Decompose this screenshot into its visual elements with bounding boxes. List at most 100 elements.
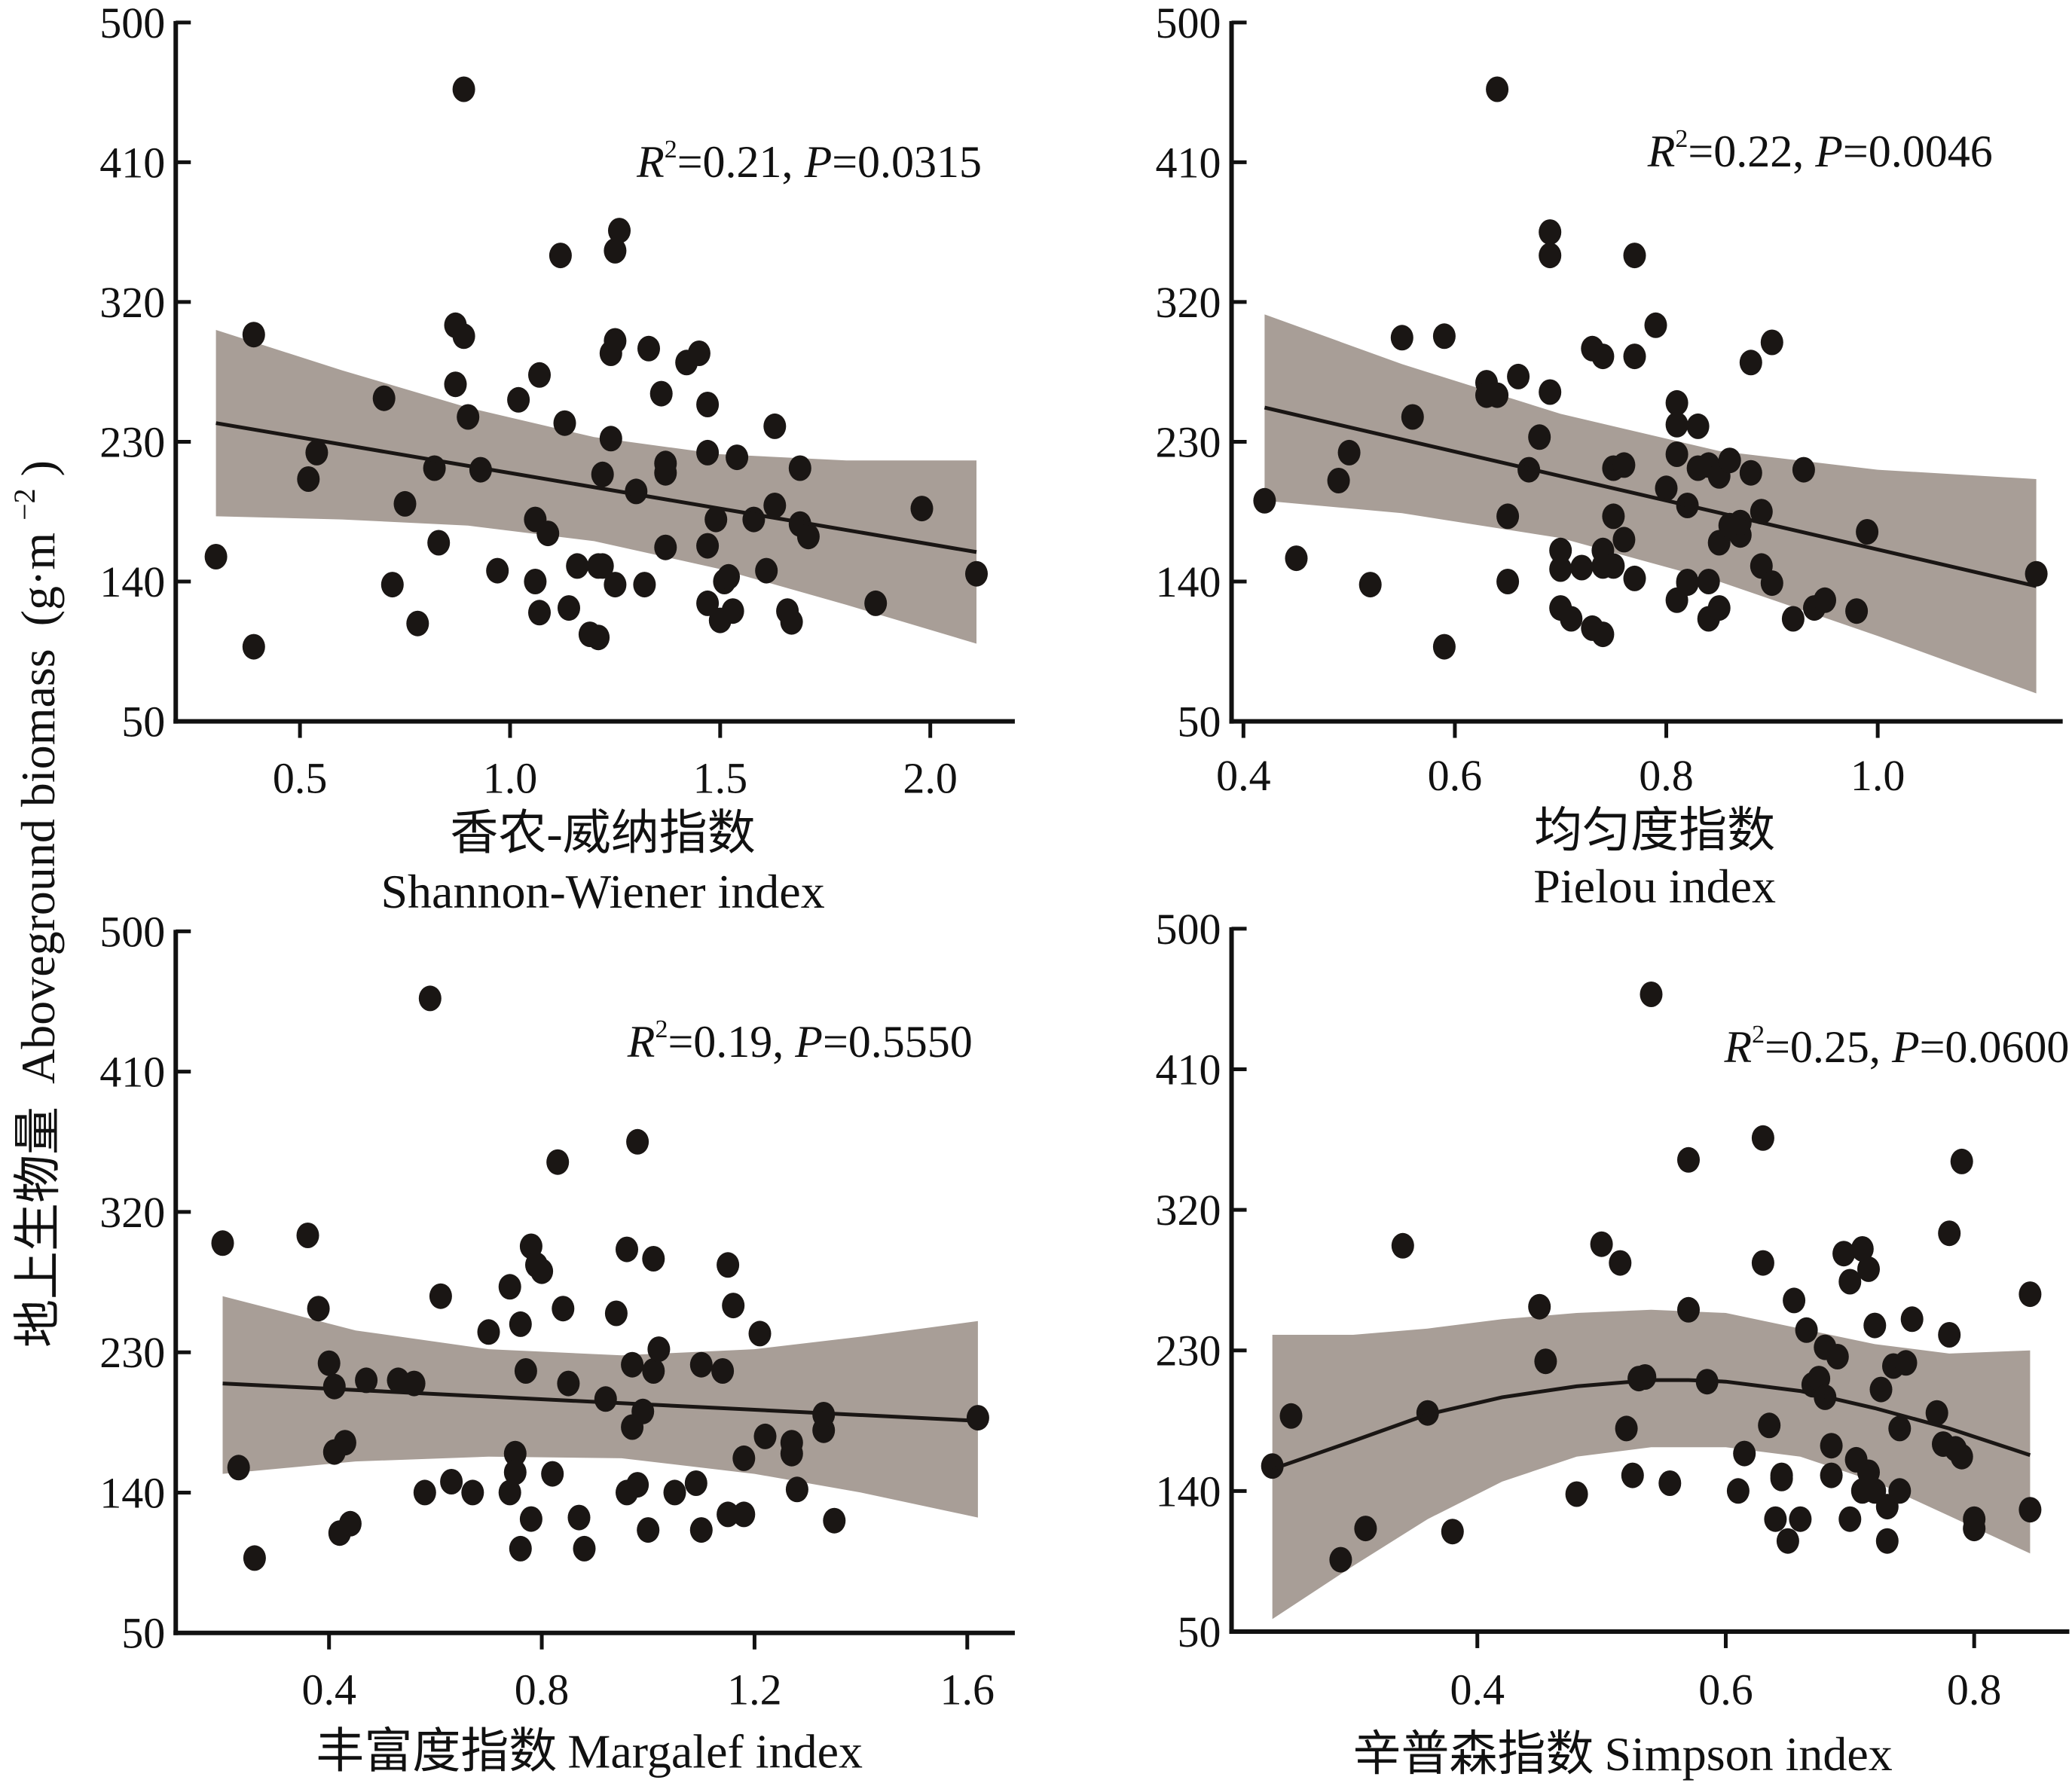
data-point <box>604 237 627 264</box>
data-point <box>573 1535 596 1562</box>
data-point <box>1570 554 1594 581</box>
data-point <box>514 1358 537 1384</box>
r-label: R <box>1647 127 1676 176</box>
data-point <box>1938 1322 1961 1348</box>
data-point <box>1358 572 1382 598</box>
data-point <box>528 362 551 388</box>
x-tick-label: 1.0 <box>1850 751 1905 800</box>
r-superscript: 2 <box>1675 125 1688 153</box>
data-point <box>637 1517 660 1543</box>
data-point <box>1776 1528 1799 1554</box>
data-point <box>732 1501 756 1528</box>
data-point <box>796 524 820 550</box>
data-point <box>402 1370 426 1397</box>
data-point <box>753 1423 777 1449</box>
data-point <box>1820 1462 1843 1488</box>
data-point <box>587 624 610 651</box>
x-tick-label: 1.6 <box>940 1665 995 1714</box>
data-point <box>322 1373 346 1400</box>
data-point <box>1850 1236 1874 1262</box>
x-tick-label: 0.6 <box>1428 751 1483 800</box>
data-point <box>549 243 572 269</box>
p-value: =0.5550 <box>823 1017 973 1067</box>
stats-annotation: R2=0.25, P=0.0600 <box>1723 1021 2069 1072</box>
data-point <box>1863 1312 1887 1339</box>
data-point <box>742 506 766 533</box>
data-point <box>1528 1293 1551 1320</box>
data-point <box>541 1461 564 1487</box>
p-label: P <box>794 1017 823 1067</box>
x-tick-label: 1.0 <box>483 753 538 802</box>
data-point <box>1354 1516 1377 1542</box>
y-axis-title-unit-sup: −2 <box>8 488 41 521</box>
y-tick-label: 230 <box>1156 417 1221 466</box>
stats-annotation: R2=0.19, P=0.5550 <box>627 1015 973 1067</box>
data-point <box>1677 1296 1700 1323</box>
data-point <box>211 1230 234 1256</box>
data-point <box>1623 565 1646 591</box>
data-point <box>1665 441 1688 467</box>
data-point <box>1390 325 1413 351</box>
y-tick-label: 320 <box>99 278 165 327</box>
data-point <box>1832 1241 1856 1267</box>
data-point <box>1894 1350 1918 1376</box>
x-axis-title-cn: 丰富度指数 <box>316 1725 557 1778</box>
data-point <box>1621 1462 1644 1488</box>
data-point <box>1432 323 1456 350</box>
x-tick-label: 0.5 <box>273 753 328 802</box>
data-point <box>1615 1415 1638 1442</box>
data-point <box>317 1350 341 1376</box>
data-point <box>965 560 988 587</box>
y-tick-label: 140 <box>99 1468 165 1517</box>
p-label: P <box>804 137 833 187</box>
data-point <box>1814 587 1836 613</box>
data-point <box>1707 595 1731 621</box>
data-point <box>406 610 429 637</box>
data-point <box>1507 363 1530 389</box>
x-axis-title: 丰富度指数 Margalef index <box>316 1725 863 1778</box>
y-tick-label: 500 <box>1156 905 1221 954</box>
data-point <box>1718 447 1741 474</box>
data-point <box>642 1246 665 1272</box>
data-point <box>1820 1433 1843 1459</box>
data-point <box>477 1319 500 1345</box>
data-point <box>530 1258 554 1284</box>
data-point <box>704 506 728 533</box>
data-point <box>654 450 677 477</box>
x-axis-title-en: Margalef index <box>567 1725 863 1778</box>
data-point <box>599 426 622 452</box>
data-point <box>626 1472 649 1498</box>
data-point <box>748 1320 772 1347</box>
data-point <box>1760 570 1783 597</box>
panel-simpson: 50 140 230 320 410 500 0.4 0.6 0.8 辛普森指数 Simpson i… <box>1156 905 2070 1781</box>
data-point <box>524 569 547 594</box>
data-point <box>785 1476 808 1503</box>
r-superscript: 2 <box>665 136 677 163</box>
data-point <box>1770 1465 1793 1491</box>
data-point <box>1795 1317 1818 1343</box>
data-point <box>461 1479 484 1506</box>
data-point <box>1739 350 1762 376</box>
data-point <box>722 1293 745 1319</box>
data-point <box>1733 1440 1756 1467</box>
r-label: R <box>636 137 665 187</box>
data-point <box>2019 1281 2042 1308</box>
data-point <box>717 1252 740 1278</box>
data-point <box>1609 1250 1632 1276</box>
data-point <box>684 1470 707 1496</box>
data-point <box>591 461 614 487</box>
y-tick-label: 50 <box>1178 698 1221 746</box>
data-point <box>1677 1146 1700 1173</box>
data-point <box>242 322 265 348</box>
data-point <box>1565 1481 1588 1507</box>
y-axis-title-en: Aboveground biomass <box>11 649 65 1084</box>
fit-line <box>1271 1378 2031 1471</box>
data-point <box>621 1351 644 1378</box>
data-point <box>1644 312 1667 338</box>
data-point <box>1539 379 1562 405</box>
panel-pielou: 50 140 230 320 410 500 0.4 0.6 0.8 1.0 均匀度指数Pielou… <box>1156 0 2063 913</box>
y-tick-label: 140 <box>1156 557 1221 606</box>
data-point <box>452 76 475 102</box>
data-point <box>546 1149 570 1175</box>
